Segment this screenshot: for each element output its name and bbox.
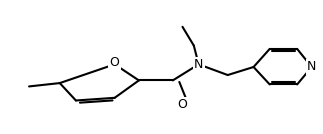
Text: N: N xyxy=(194,58,203,71)
Text: N: N xyxy=(307,60,317,74)
Text: O: O xyxy=(178,98,187,111)
Text: O: O xyxy=(110,56,120,70)
